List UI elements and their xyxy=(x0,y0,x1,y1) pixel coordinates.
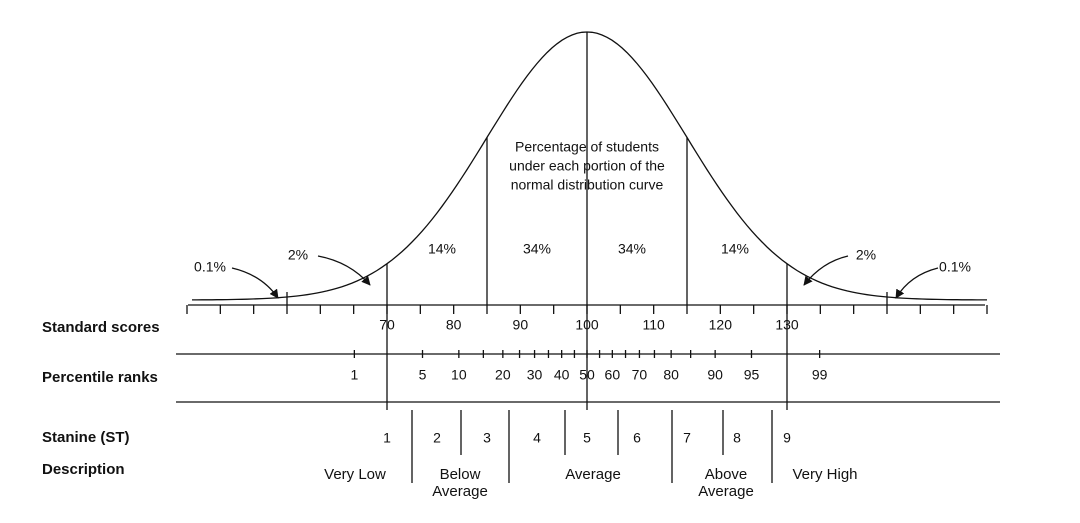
stanine: 7 xyxy=(683,430,691,446)
percentage-label: 0.1% xyxy=(939,259,971,275)
stanine: 1 xyxy=(383,430,391,446)
description: Very Low xyxy=(324,466,386,483)
percentile-rank: 30 xyxy=(527,367,543,383)
stanine: 9 xyxy=(783,430,791,446)
percentile-rank: 20 xyxy=(495,367,511,383)
description: Very High xyxy=(792,466,857,483)
description: Average xyxy=(432,483,488,500)
percentile-rank: 50 xyxy=(579,367,595,383)
row-label: Standard scores xyxy=(42,319,160,336)
arrow xyxy=(231,267,279,299)
standard-score: 90 xyxy=(513,317,529,333)
percentage-label: 0.1% xyxy=(194,259,226,275)
percentile-rank: 90 xyxy=(707,367,723,383)
standard-score: 110 xyxy=(643,317,666,333)
percentile-rank: 5 xyxy=(419,367,427,383)
percentile-rank: 40 xyxy=(554,367,570,383)
standard-score: 70 xyxy=(379,317,395,333)
standard-score: 80 xyxy=(446,317,462,333)
stanine: 6 xyxy=(633,430,641,446)
stanine: 2 xyxy=(433,430,441,446)
percentile-rank: 70 xyxy=(632,367,648,383)
arrow xyxy=(895,267,939,299)
percentile-rank: 1 xyxy=(350,367,358,383)
arrow xyxy=(317,255,371,286)
stanine: 5 xyxy=(583,430,591,446)
row-label: Description xyxy=(42,461,125,478)
description: Average xyxy=(698,483,754,500)
percentile-rank: 99 xyxy=(812,367,828,383)
description: Below xyxy=(440,466,481,483)
description: Above xyxy=(705,466,748,483)
percentage-label: 2% xyxy=(288,247,308,263)
normal-curve xyxy=(192,31,987,301)
percentage-label: 34% xyxy=(523,241,551,257)
percentage-label: 2% xyxy=(856,247,876,263)
arrow xyxy=(803,255,849,286)
row-label: Percentile ranks xyxy=(42,369,158,386)
stanine: 8 xyxy=(733,430,741,446)
standard-score: 120 xyxy=(709,317,733,333)
description: Average xyxy=(565,466,621,483)
percentage-label: 14% xyxy=(721,241,749,257)
percentile-rank: 60 xyxy=(605,367,621,383)
percentile-rank: 95 xyxy=(744,367,760,383)
percentile-rank: 80 xyxy=(663,367,679,383)
stanine: 3 xyxy=(483,430,491,446)
percentage-label: 34% xyxy=(618,241,646,257)
standard-score: 100 xyxy=(575,317,599,333)
standard-score: 130 xyxy=(775,317,799,333)
stanine: 4 xyxy=(533,430,541,446)
percentile-rank: 10 xyxy=(451,367,467,383)
percentage-label: 14% xyxy=(428,241,456,257)
row-label: Stanine (ST) xyxy=(42,429,130,446)
